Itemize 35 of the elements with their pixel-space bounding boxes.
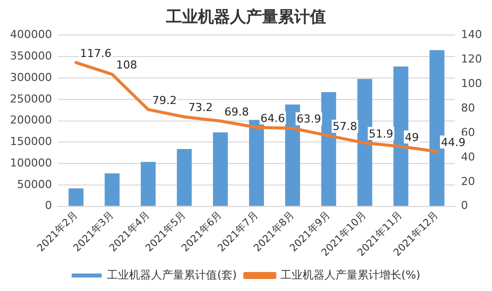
data-label: 117.6 (80, 46, 112, 60)
y2-tick-label: 20 (461, 174, 476, 188)
y2-tick-label: 140 (461, 28, 482, 42)
y-tick-label: 50000 (16, 178, 52, 191)
y2-tick-label: 100 (461, 76, 482, 90)
bar (104, 173, 120, 206)
legend-label: 工业机器人产量累计值(套) (107, 268, 237, 282)
y-tick-label: 400000 (10, 28, 52, 42)
data-label: 51.9 (368, 127, 394, 140)
data-label: 57.8 (332, 120, 358, 134)
y-tick-label: 200000 (10, 114, 52, 127)
y2-tick-label: 80 (461, 101, 476, 114)
data-label: 69.8 (224, 105, 249, 118)
data-label: 49 (404, 130, 419, 144)
y-tick-label: 150000 (10, 135, 52, 148)
data-label: 63.9 (296, 112, 322, 126)
y-tick-label: 350000 (10, 49, 52, 62)
y-tick-label: 0 (44, 199, 52, 212)
y-tick-label: 300000 (10, 70, 52, 84)
y2-tick-label: 0 (461, 199, 468, 212)
data-label: 44.9 (440, 136, 466, 149)
bar (212, 132, 228, 206)
y2-tick-label: 40 (461, 150, 476, 164)
y-tick-label: 100000 (10, 156, 52, 170)
y2-tick-label: 120 (461, 52, 482, 66)
bar (140, 162, 156, 206)
data-label: 73.2 (188, 101, 213, 114)
y-tick-label: 250000 (10, 92, 52, 106)
chart-title: 工业机器人产量累计值 (165, 6, 326, 26)
data-label: 64.6 (260, 112, 285, 125)
legend-label: 工业机器人产量累计增长(%) (280, 268, 420, 282)
bar (176, 149, 192, 206)
data-label: 108 (116, 58, 138, 72)
data-label: 79.2 (152, 94, 177, 107)
bar (68, 188, 84, 206)
